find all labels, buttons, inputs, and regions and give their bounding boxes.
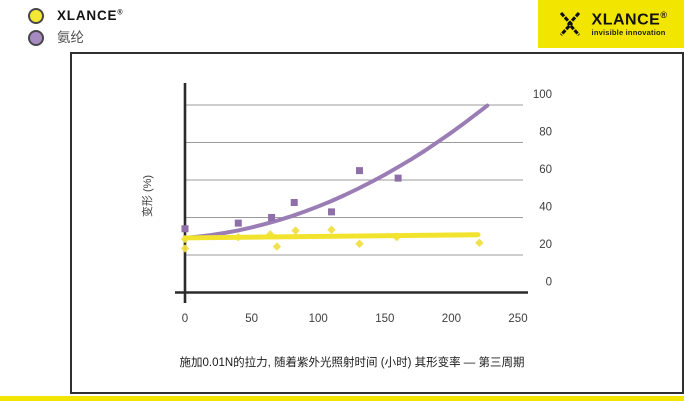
legend-item-spandex: 氨纶 xyxy=(28,27,123,49)
legend-label-xlance-text: XLANCE xyxy=(57,8,118,24)
x-tick-label: 150 xyxy=(375,313,394,325)
chart-frame xyxy=(70,52,684,394)
spandex-data-point xyxy=(394,174,402,182)
spandex-data-point xyxy=(268,214,276,221)
y-tick-label: 40 xyxy=(539,202,552,214)
registered-mark: ® xyxy=(117,9,124,17)
y-axis-title: 变形 (%) xyxy=(140,175,154,217)
x-tick-label: 100 xyxy=(309,313,328,325)
chart-caption: 施加0.01N的拉力, 随着紫外光照射时间 (小时) 其形变率 — 第三周期 xyxy=(179,357,525,369)
spandex-data-point xyxy=(181,225,189,233)
chart-legend: XLANCE® 氨纶 xyxy=(28,5,123,49)
y-tick-label: 100 xyxy=(533,89,552,101)
xlance-data-point xyxy=(475,238,484,248)
y-tick-label: 0 xyxy=(546,277,552,289)
logo-name: XLANCE® xyxy=(591,9,668,29)
xlance-logo-x-icon xyxy=(559,11,580,37)
x-tick-label: 200 xyxy=(442,313,461,325)
spandex-data-point xyxy=(328,208,336,216)
logo-registered-mark: ® xyxy=(660,9,668,20)
y-tick-label: 20 xyxy=(539,239,552,251)
bottom-accent-bar xyxy=(0,396,684,401)
xlance-legend-swatch xyxy=(28,8,44,24)
xlance-data-point xyxy=(291,226,300,235)
logo-name-text: XLANCE xyxy=(591,10,661,28)
legend-label-spandex: 氨纶 xyxy=(57,30,84,46)
spandex-data-point xyxy=(290,199,298,206)
spandex-data-point xyxy=(355,167,363,175)
logo-tagline: invisible innovation xyxy=(591,28,666,38)
spandex-legend-swatch xyxy=(28,30,44,46)
legend-label-xlance: XLANCE® xyxy=(57,9,123,23)
xlance-trend-line xyxy=(182,232,481,241)
legend-item-xlance: XLANCE® xyxy=(28,5,123,27)
x-tick-label: 250 xyxy=(508,313,527,325)
xlance-data-point xyxy=(327,225,336,234)
spandex-trend-line xyxy=(183,103,490,240)
y-tick-label: 80 xyxy=(539,127,552,139)
xlance-data-point xyxy=(355,239,364,248)
xlance-data-point xyxy=(180,244,190,253)
y-tick-label: 60 xyxy=(539,164,552,176)
xlance-logo: XLANCE® invisible innovation xyxy=(538,0,684,48)
logo-text: XLANCE® invisible innovation xyxy=(591,9,668,38)
xlance-data-point xyxy=(272,242,282,251)
x-tick-label: 50 xyxy=(245,313,258,325)
x-tick-label: 0 xyxy=(182,313,188,325)
spandex-data-point xyxy=(234,219,242,227)
